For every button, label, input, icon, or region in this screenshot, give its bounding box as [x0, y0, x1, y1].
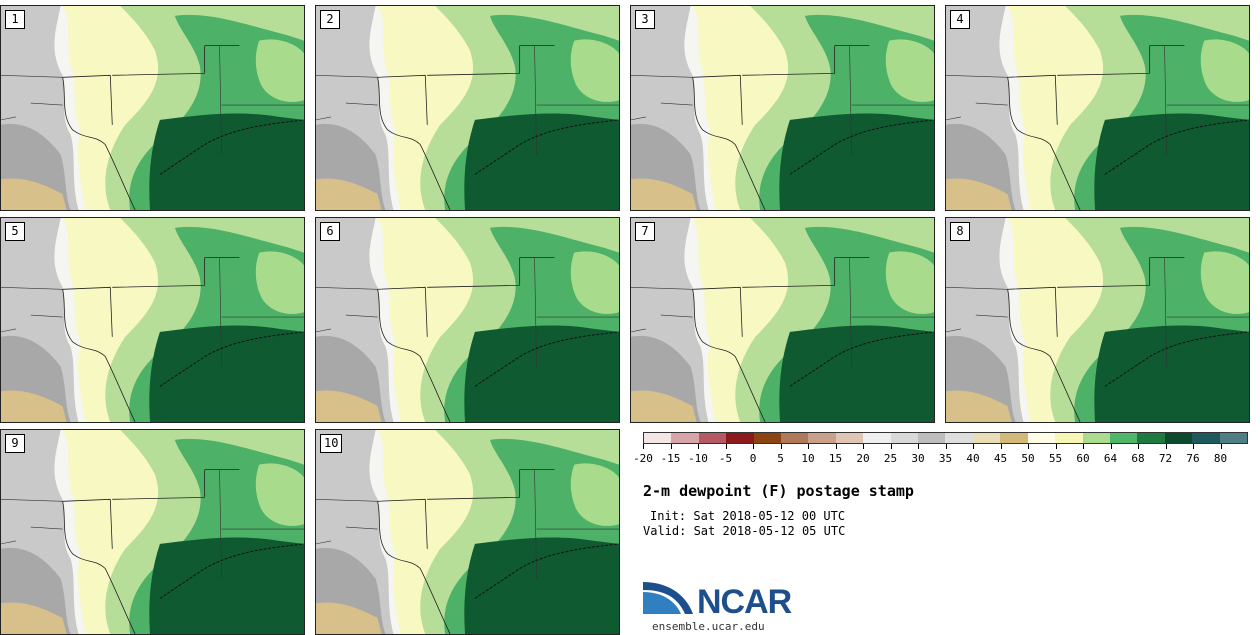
colorbar-tick	[698, 444, 699, 449]
colorbar-tick	[890, 444, 892, 449]
colorbar-tick	[1165, 444, 1167, 449]
init-time: Init: Sat 2018-05-12 00 UTC	[650, 509, 846, 523]
colorbar-swatch	[781, 433, 809, 443]
colorbar-tick	[918, 444, 919, 449]
colorbar-swatch	[1055, 433, 1083, 443]
member-panel-2: 2	[315, 5, 620, 211]
colorbar-tick	[1110, 444, 1112, 449]
colorbar-swatch	[863, 433, 891, 443]
colorbar-swatch	[835, 433, 864, 443]
colorbar-tick-label: 15	[828, 452, 843, 465]
colorbar-tick	[973, 444, 974, 449]
colorbar-tick-label: 10	[801, 452, 815, 465]
colorbar-swatch	[1219, 433, 1247, 443]
colorbar-swatch	[1192, 433, 1220, 443]
colorbar-swatch	[644, 433, 672, 443]
member-label: 6	[320, 222, 340, 241]
colorbar-tick-label: 68	[1131, 452, 1145, 465]
member-panel-5: 5	[0, 217, 305, 423]
colorbar-tick	[780, 444, 782, 449]
colorbar-swatch	[972, 433, 1001, 443]
colorbar-tick-label: 60	[1076, 452, 1090, 465]
colorbar-tick-label: 40	[966, 452, 980, 465]
valid-time: Valid: Sat 2018-05-12 05 UTC	[643, 524, 846, 538]
colorbar-swatch	[918, 433, 946, 443]
colorbar-tick-label: 5	[777, 452, 784, 465]
colorbar-tick	[1220, 444, 1222, 449]
member-label: 3	[635, 10, 655, 29]
colorbar-tick	[835, 444, 837, 449]
colorbar-tick-label: 80	[1213, 452, 1228, 465]
member-panel-7: 7	[630, 217, 935, 423]
colorbar-tick	[753, 444, 754, 449]
member-panel-1: 1	[0, 5, 305, 211]
colorbar-swatch	[1109, 433, 1138, 443]
colorbar-tick	[643, 444, 644, 449]
colorbar-tick	[725, 444, 727, 449]
colorbar	[643, 432, 1248, 444]
colorbar-tick	[1000, 444, 1002, 449]
colorbar-tick	[808, 444, 809, 449]
colorbar-ticks: -20 -15 -10 -5 0 5 10 15 20 25 30 35 40 45 50 55 60 64 68 7…	[633, 444, 1248, 466]
colorbar-tick	[1193, 444, 1194, 449]
colorbar-swatch	[890, 433, 919, 443]
member-panel-9: 9	[0, 429, 305, 635]
colorbar-swatch	[753, 433, 782, 443]
colorbar-tick-label: 35	[938, 452, 953, 465]
colorbar-swatch	[945, 433, 973, 443]
colorbar-tick-label: -15	[660, 452, 681, 465]
member-label: 9	[5, 434, 25, 453]
colorbar-tick-label: -20	[633, 452, 653, 465]
colorbar-tick-label: 72	[1158, 452, 1173, 465]
colorbar-tick	[1083, 444, 1084, 449]
colorbar-tick-label: -10	[688, 452, 708, 465]
member-label: 7	[635, 222, 655, 241]
member-label: 10	[320, 434, 343, 453]
member-label: 2	[320, 10, 340, 29]
colorbar-tick-label: 45	[993, 452, 1008, 465]
colorbar-swatch	[1082, 433, 1110, 443]
colorbar-tick	[670, 444, 672, 449]
colorbar-tick	[1055, 444, 1057, 449]
member-panel-4: 4	[945, 5, 1250, 211]
colorbar-swatch	[671, 433, 699, 443]
member-label: 1	[5, 10, 25, 29]
colorbar-tick-label: 55	[1048, 452, 1063, 465]
member-panel-6: 6	[315, 217, 620, 423]
colorbar-tick	[1028, 444, 1029, 449]
colorbar-tick-label: 76	[1186, 452, 1200, 465]
member-panel-3: 3	[630, 5, 935, 211]
colorbar-swatch	[808, 433, 836, 443]
chart-title: 2-m dewpoint (F) postage stamp	[643, 482, 914, 500]
member-panel-10: 10	[315, 429, 620, 635]
colorbar-swatch	[1137, 433, 1165, 443]
colorbar-tick-label: 20	[856, 452, 870, 465]
member-label: 4	[950, 10, 970, 29]
site-url: ensemble.ucar.edu	[652, 620, 765, 633]
colorbar-tick-label: 50	[1021, 452, 1035, 465]
colorbar-swatch	[1027, 433, 1056, 443]
colorbar-swatch	[1000, 433, 1028, 443]
ncar-logo-text: NCAR	[697, 583, 792, 621]
member-label: 8	[950, 222, 970, 241]
colorbar-tick	[863, 444, 864, 449]
member-panel-8: 8	[945, 217, 1250, 423]
colorbar-tick	[1138, 444, 1139, 449]
colorbar-swatch	[698, 433, 727, 443]
colorbar-tick-label: 0	[749, 452, 757, 465]
colorbar-swatch	[1164, 433, 1193, 443]
ncar-logo-icon	[643, 582, 693, 614]
colorbar-tick-label: -5	[718, 452, 733, 465]
member-label: 5	[5, 222, 25, 241]
colorbar-tick-label: 30	[911, 452, 925, 465]
colorbar-tick-label: 64	[1103, 452, 1118, 465]
colorbar-tick	[945, 444, 947, 449]
colorbar-tick-label: 25	[883, 452, 898, 465]
colorbar-swatch	[726, 433, 754, 443]
